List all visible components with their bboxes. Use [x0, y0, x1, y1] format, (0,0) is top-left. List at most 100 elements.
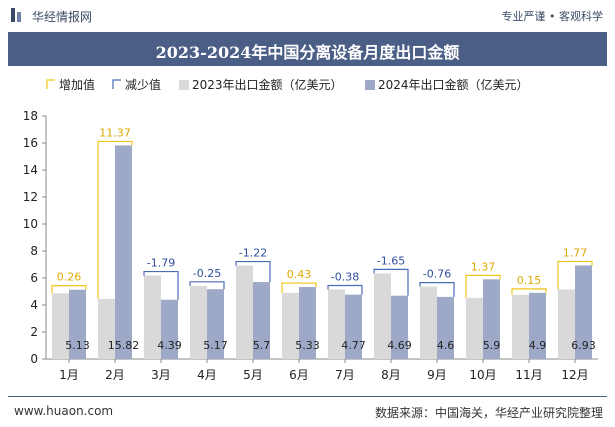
- change-label: 0.26: [57, 271, 82, 284]
- bar-2023: [190, 285, 207, 359]
- bar-2023: [420, 286, 437, 359]
- legend-2023-label: 2023年出口金额（亿美元）: [192, 77, 343, 92]
- title-band: 2023-2024年中国分离设备月度出口金额: [8, 32, 607, 66]
- bar-2024: [69, 289, 86, 359]
- y-tick-label: 4: [30, 298, 38, 312]
- chart: 增加值 减少值 2023年出口金额（亿美元） 2024年出口金额（亿美元） 0 2 4 6 8 1…: [23, 77, 598, 382]
- increase-bracket: [97, 140, 133, 299]
- increase-bracket: [465, 274, 501, 298]
- change-label: -1.79: [147, 257, 175, 270]
- logo-icon: [11, 8, 21, 22]
- x-tick-label: 10月: [469, 368, 496, 382]
- x-tick-label: 3月: [151, 368, 171, 382]
- bar-2024: [207, 289, 224, 359]
- footer: www.huaon.com 数据来源：中国海关，华经产业研究院整理: [0, 396, 615, 427]
- x-tick-label: 8月: [381, 368, 401, 382]
- legend-2023-swatch: [179, 80, 189, 90]
- data-label-2024: 5.13: [65, 339, 90, 352]
- bar-2024: [391, 295, 408, 359]
- header-tagline: 专业严谨 • 客观科学: [501, 10, 603, 23]
- change-label: -1.65: [377, 254, 405, 267]
- data-label-2024: 5.17: [203, 339, 228, 352]
- decrease-bracket: [235, 260, 271, 283]
- data-label-2024: 4.9: [529, 339, 547, 352]
- bar-2024: [253, 282, 270, 359]
- y-tick-label: 0: [30, 352, 38, 366]
- x-tick-label: 9月: [427, 368, 447, 382]
- decrease-bracket: [419, 282, 455, 297]
- bar-2024: [161, 299, 178, 359]
- y-tick-label: 14: [23, 163, 38, 177]
- change-label: 1.37: [471, 260, 496, 273]
- top-bar: 华经情报网 专业严谨 • 客观科学: [0, 0, 615, 30]
- change-label: 1.77: [563, 246, 588, 259]
- data-label-2024: 4.77: [341, 339, 366, 352]
- bar-2023: [512, 294, 529, 359]
- y-tick-label: 12: [23, 190, 38, 204]
- increase-bracket: [557, 260, 593, 290]
- y-tick-label: 16: [23, 136, 38, 150]
- bar-2023: [466, 297, 483, 359]
- data-label-2024: 5.9: [483, 339, 501, 352]
- change-label: 0.15: [517, 274, 542, 287]
- x-tick-label: 7月: [335, 368, 355, 382]
- legend-decrease-label: 减少值: [125, 77, 161, 92]
- legend-decrease-marker: [112, 79, 121, 89]
- data-label-2024: 5.7: [253, 339, 271, 352]
- bar-2023: [328, 289, 345, 359]
- bar-2024: [483, 279, 500, 359]
- x-tick-label: 2月: [105, 368, 125, 382]
- increase-bracket: [281, 282, 317, 293]
- data-label-2024: 4.39: [157, 339, 182, 352]
- decrease-bracket: [189, 281, 225, 290]
- y-tick-label: 18: [23, 109, 38, 123]
- x-tick-label: 4月: [197, 368, 217, 382]
- decrease-bracket: [327, 284, 363, 295]
- bar-2023: [144, 275, 161, 359]
- decrease-bracket: [143, 270, 179, 300]
- legend-increase-label: 增加值: [59, 77, 95, 92]
- chart-title: 2023-2024年中国分离设备月度出口金额: [155, 43, 460, 62]
- y-tick-label: 2: [30, 325, 38, 339]
- data-label-2024: 5.33: [295, 339, 320, 352]
- bar-2024: [299, 287, 316, 359]
- change-label: 0.43: [287, 268, 312, 281]
- bar-2023: [52, 293, 69, 359]
- bar-2024: [437, 296, 454, 359]
- data-label-2024: 4.6: [437, 339, 455, 352]
- x-tick-label: 12月: [561, 368, 588, 382]
- data-label-2024: 4.69: [387, 339, 412, 352]
- bar-2023: [282, 292, 299, 359]
- bar-2023: [236, 265, 253, 359]
- bar-2024: [529, 292, 546, 359]
- y-tick-label: 6: [30, 271, 38, 285]
- legend-2024-swatch: [365, 80, 375, 90]
- bar-2023: [374, 273, 391, 359]
- change-label: 11.37: [99, 126, 131, 139]
- x-tick-label: 11月: [515, 368, 542, 382]
- increase-bracket: [511, 288, 547, 295]
- x-tick-label: 5月: [243, 368, 263, 382]
- bar-2023: [558, 289, 575, 359]
- bar-2024: [115, 145, 132, 359]
- data-source: 数据来源：中国海关，华经产业研究院整理: [374, 406, 603, 420]
- bar-2024: [575, 265, 592, 359]
- data-label-2024: 15.82: [108, 339, 140, 352]
- change-label: -0.25: [193, 267, 221, 280]
- footer-divider: [8, 396, 607, 397]
- x-tick-label: 1月: [59, 368, 79, 382]
- bar-2023: [98, 298, 115, 359]
- change-label: -0.76: [423, 268, 451, 281]
- legend-2024-label: 2024年出口金额（亿美元）: [378, 77, 529, 92]
- y-tick-label: 10: [23, 217, 38, 231]
- x-tick-label: 6月: [289, 368, 309, 382]
- data-label-2024: 6.93: [571, 339, 596, 352]
- brand-name: 华经情报网: [32, 10, 93, 24]
- change-label: -1.22: [239, 247, 267, 260]
- increase-bracket: [51, 285, 87, 294]
- website-link[interactable]: www.huaon.com: [14, 404, 114, 418]
- legend-increase-marker: [46, 79, 55, 89]
- y-tick-label: 8: [30, 244, 38, 258]
- decrease-bracket: [373, 268, 409, 296]
- change-label: -0.38: [331, 270, 359, 283]
